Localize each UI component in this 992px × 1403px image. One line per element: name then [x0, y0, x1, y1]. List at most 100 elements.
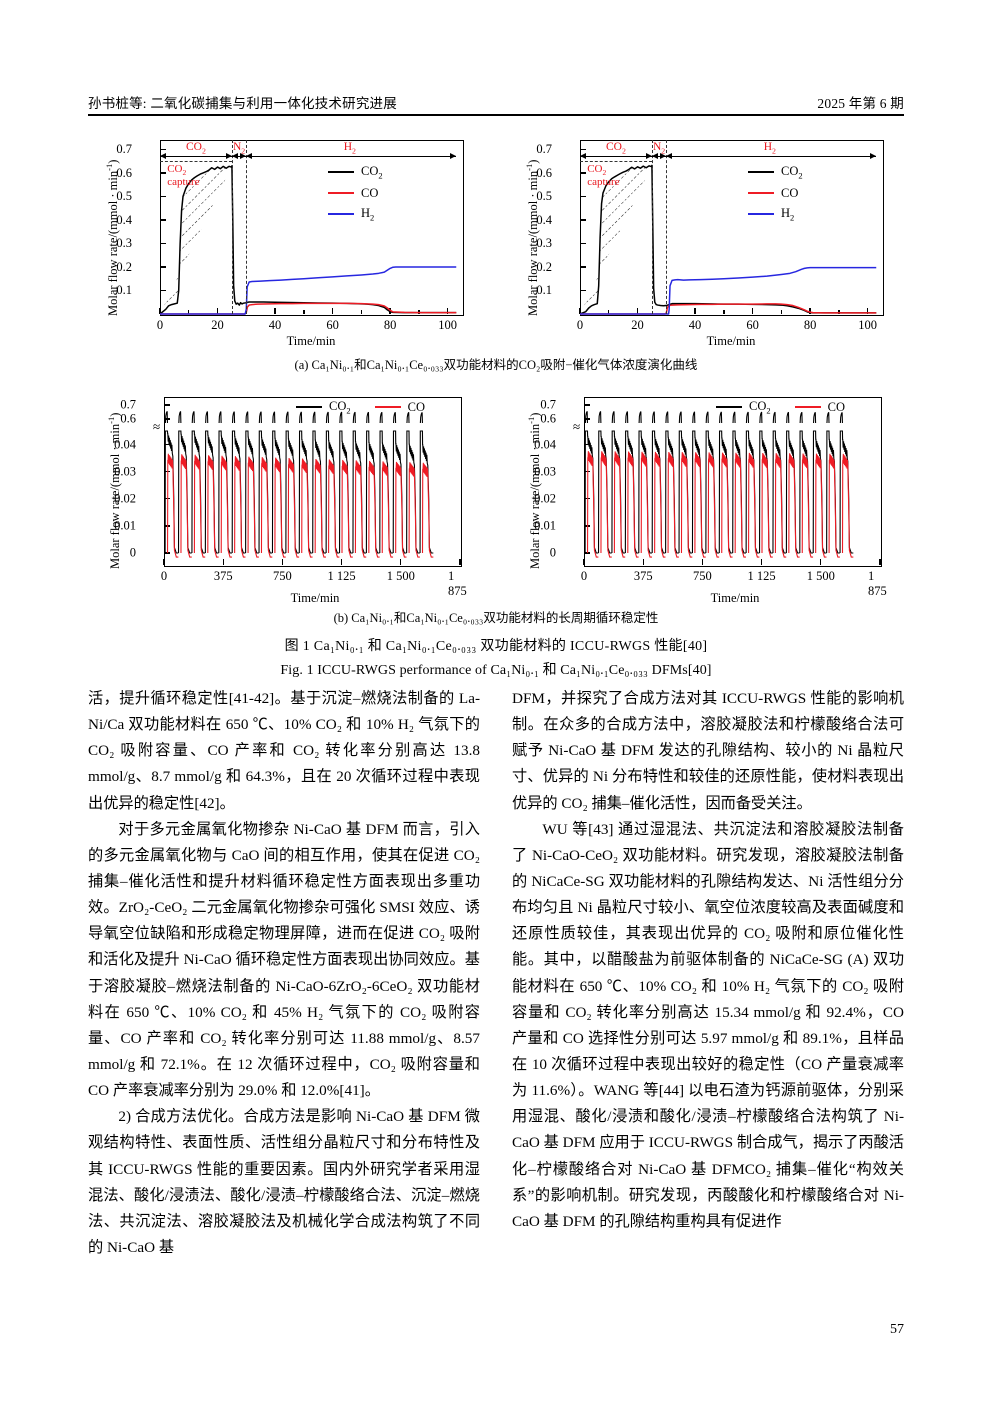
series-H2 [580, 266, 877, 315]
legend-swatch [328, 171, 354, 174]
y-tick-label: 0.3 [116, 236, 132, 251]
y-tick-label: 0.7 [540, 397, 556, 412]
series-CO [160, 302, 457, 315]
legend-label: H2 [361, 205, 375, 223]
figure-caption-cn: 图 1 Ca₁Ni₀.₁ 和 Ca₁Ni₀.₁Ce₀.₀₃₃ 双功能材料的 IC… [284, 639, 708, 654]
phase-arrow [666, 152, 877, 160]
x-tick-label: 20 [631, 318, 644, 332]
y-tick-mark [160, 219, 166, 221]
x-tick-mark [760, 559, 763, 565]
x-tick-mark [751, 308, 754, 314]
x-tick-mark [579, 308, 581, 314]
chart-b-left: Molar flow rate/(mmol · min-1) Time/min 0 0… [88, 379, 484, 605]
y-tick-label: 0 [129, 545, 136, 560]
series-CO2-lower [584, 430, 854, 554]
running-head-right: 2025 年第 6 期 [817, 96, 904, 111]
legend: CO2 CO H2 [748, 164, 803, 227]
chart-cell-b-right: Molar flow rate/(mmol · min-1) Time/min 0 0… [508, 379, 904, 605]
inlet-concentration-dashed [580, 161, 652, 163]
x-tick-mark-minor [608, 310, 610, 314]
legend-label: H2 [781, 205, 795, 223]
x-tick-label: 1 875 [448, 569, 467, 598]
x-tick-mark-minor [838, 310, 840, 314]
x-tick-mark-minor [303, 310, 305, 314]
body-paragraph: 活，提升循环稳定性[41-42]。基于沉淀–燃烧法制备的 La-Ni/Ca 双功… [88, 690, 480, 812]
legend-label: CO2 [329, 399, 351, 416]
x-tick-mark [340, 559, 343, 565]
x-axis-label: Time/min [706, 334, 756, 348]
axis-break-marker: ≈ [153, 419, 161, 434]
phase-label: N2 [652, 141, 666, 156]
x-tick-mark-minor [188, 310, 190, 314]
x-tick-label: 80 [383, 318, 397, 332]
x-tick-mark [820, 559, 822, 565]
x-tick-label: 0 [156, 318, 164, 332]
y-tick-label: 0.02 [114, 491, 136, 506]
y-tick-label: 0.6 [116, 165, 132, 180]
x-tick-mark [879, 559, 881, 565]
legend-item: H2 [328, 205, 383, 223]
x-tick-mark-minor [360, 310, 363, 314]
body-columns: 活，提升循环稳定性[41-42]。基于沉淀–燃烧法制备的 La-Ni/Ca 双功… [88, 686, 904, 1261]
chart-canvas [579, 161, 877, 315]
phase-arrow [160, 152, 232, 160]
y-tick-mark [164, 404, 170, 406]
x-tick-mark [446, 308, 449, 314]
legend-item: CO [748, 186, 803, 201]
y-tick-label: 0.5 [116, 189, 132, 204]
sub-caption-a: (a) Ca₁Ni₀.₁和Ca₁Ni₀.₁Ce₀.₀₃₃双功能材料的CO₂吸附−… [294, 358, 698, 372]
legend-item: CO2 [748, 164, 803, 181]
legend-swatch [374, 406, 401, 409]
x-tick-label: 1 125 [747, 569, 776, 583]
y-tick-label: 0.04 [114, 437, 136, 452]
y-tick-label: 0.2 [536, 259, 552, 274]
x-tick-mark [694, 308, 696, 314]
series-CO2-upper [164, 411, 423, 424]
x-tick-mark [222, 559, 224, 565]
chart-canvas [584, 411, 854, 558]
y-tick-mark [584, 470, 590, 473]
y-tick-mark [580, 266, 586, 268]
y-tick-label: 0.7 [116, 142, 132, 157]
x-tick-mark [274, 308, 276, 314]
series-H2 [160, 266, 457, 315]
y-tick-label: 0.4 [536, 212, 552, 227]
legend-item: CO2 [328, 164, 383, 181]
legend-swatch [296, 406, 322, 409]
y-tick-mark [580, 148, 586, 151]
legend-label: CO2 [781, 164, 803, 181]
co2-capture-hatch [580, 161, 652, 314]
phase-arrow [231, 152, 247, 160]
x-tick-mark [642, 559, 644, 565]
co2-capture-hatch [160, 161, 232, 314]
legend-item: CO [374, 399, 425, 416]
y-tick-label: 0.7 [120, 397, 136, 412]
legend-swatch [716, 406, 742, 409]
y-tick-label: 0.04 [534, 437, 556, 452]
chart-cell-a-left: Molar flow rate/(mmol · min-1) Time/min 0.… [88, 126, 484, 352]
x-tick-mark [583, 559, 585, 565]
y-tick-label: 0.1 [116, 283, 132, 298]
figure-1: Molar flow rate/(mmol · min-1) Time/min 0.… [88, 126, 904, 683]
phase-label: CO2 [605, 141, 626, 156]
legend-item: CO2 [716, 399, 771, 416]
y-tick-mark [160, 242, 166, 245]
x-tick-label: 40 [688, 318, 702, 332]
y-tick-label: 0.2 [116, 259, 132, 274]
legend: CO2 CO [296, 399, 425, 416]
y-tick-mark [160, 289, 166, 292]
co2-capture-label: CO2 capture [587, 162, 620, 188]
plot-area [580, 140, 884, 316]
x-axis-label: Time/min [286, 334, 336, 348]
y-tick-mark [160, 148, 166, 151]
x-axis-label: Time/min [710, 591, 760, 605]
y-tick-label: 0.4 [116, 212, 132, 227]
y-tick-mark [584, 525, 590, 527]
body-paragraph: WU 等[43] 通过湿混法、共沉淀法和溶胶凝胶法制备了 Ni-CaO-CeO₂… [512, 820, 904, 1230]
chart-row-b: Molar flow rate/(mmol · min-1) Time/min 0 0… [88, 379, 904, 605]
legend-label: CO2 [361, 164, 383, 181]
body-column-right: DFM，并探究了合成方法对其 ICCU-RWGS 性能的影响机制。在众多的合成方… [512, 686, 904, 1261]
x-tick-label: 0 [576, 318, 584, 332]
y-tick-label: 0.3 [536, 236, 552, 251]
phase-divider-dashed [231, 140, 233, 314]
